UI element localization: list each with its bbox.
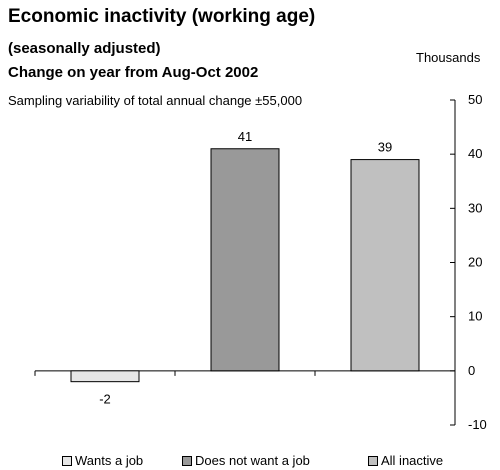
- legend-label: Does not want a job: [195, 453, 310, 468]
- chart-subtitle: (seasonally adjusted): [8, 40, 161, 57]
- legend-label: Wants a job: [75, 453, 144, 468]
- legend-swatch: [182, 455, 192, 466]
- legend-label: All inactive: [381, 453, 444, 468]
- data-label: -2: [99, 392, 111, 407]
- bar: [70, 370, 140, 383]
- chart-title: Economic inactivity (working age): [8, 6, 316, 27]
- sampling-variability-note: Sampling variability of total annual cha…: [8, 93, 303, 108]
- y-tick-label: 0: [468, 363, 475, 378]
- bar: [210, 148, 280, 372]
- y-tick-label: -10: [468, 417, 487, 432]
- units-label: Thousands: [416, 50, 481, 65]
- legend-item: Wants a job: [62, 453, 143, 468]
- legend: Wants a job Does not want a job All inacti…: [0, 453, 500, 470]
- y-tick-label: 20: [468, 255, 482, 270]
- y-tick-label: 30: [468, 200, 482, 215]
- legend-item: All inactive: [368, 453, 443, 468]
- data-label: 41: [238, 129, 252, 144]
- y-tick-label: 40: [468, 146, 482, 161]
- legend-item: Does not want a job: [182, 453, 310, 468]
- data-label: 39: [378, 140, 392, 155]
- legend-swatch: [62, 455, 72, 466]
- bar: [350, 159, 420, 372]
- y-tick-label: 50: [468, 92, 482, 107]
- chart-period: Change on year from Aug-Oct 2002: [8, 64, 259, 81]
- legend-swatch: [368, 455, 378, 466]
- bar-chart: -2 41 39 -10 0 10 20 30 40 50: [34, 92, 487, 432]
- y-tick-label: 10: [468, 309, 482, 324]
